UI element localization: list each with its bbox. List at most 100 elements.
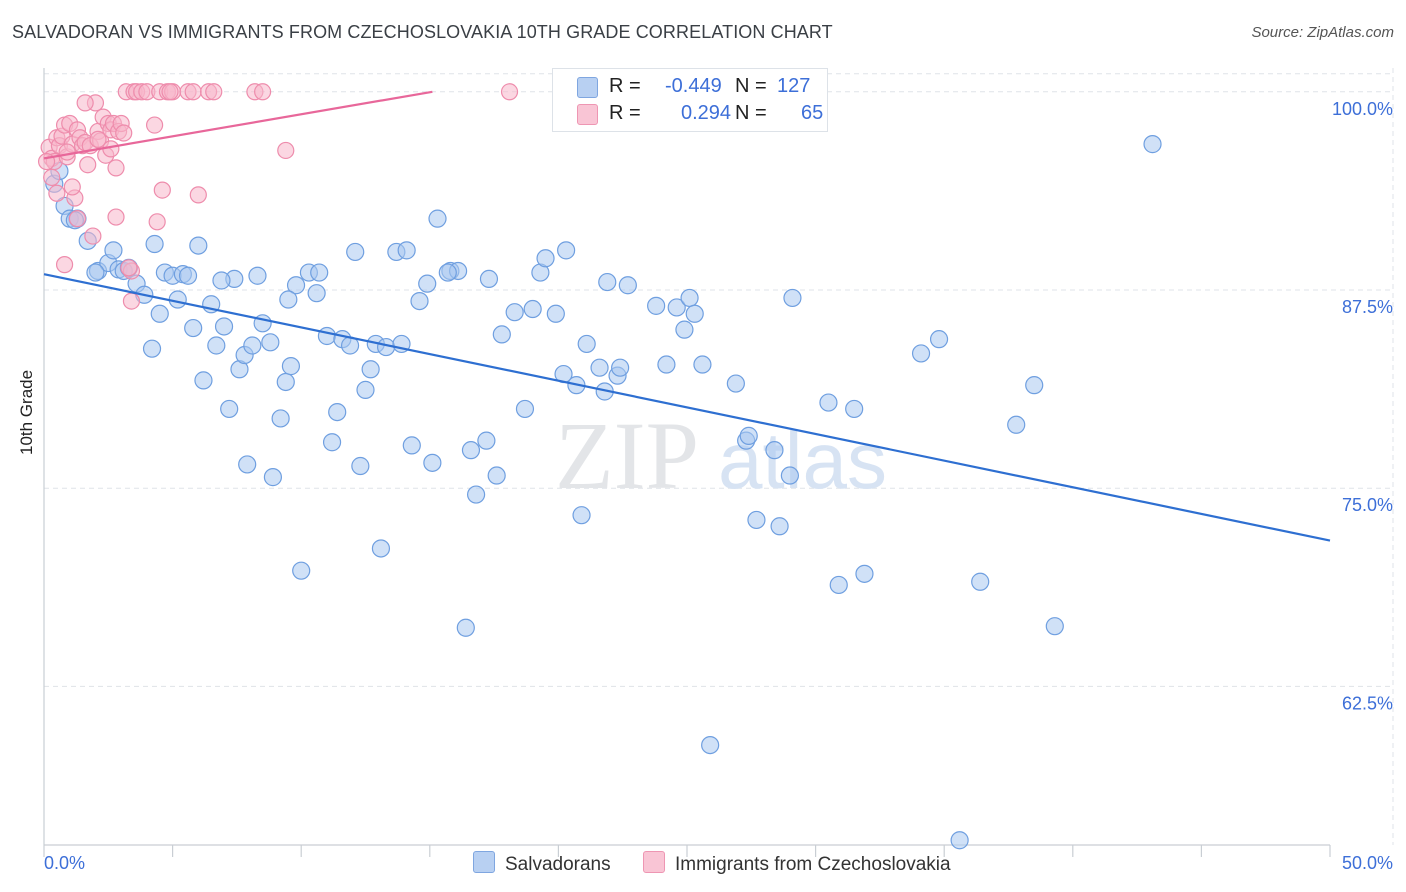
bottom-legend-czechoslovakia: Immigrants from Czechoslovakia [643, 851, 951, 876]
salvadoran-point [577, 334, 596, 354]
salvadoran-point [322, 433, 342, 452]
czechoslovakia-point [254, 83, 272, 101]
salvadoran-point [142, 339, 162, 358]
czechoslovakia-trend-line [43, 90, 433, 160]
czechoslovakia-point [79, 156, 97, 174]
salvadoran-point [819, 393, 838, 412]
czechoslovakia-point [153, 181, 171, 199]
legend-r-value: -0.449 [665, 75, 722, 97]
salvadoran-point [261, 333, 280, 352]
salvadoran-trend-line [43, 273, 1331, 542]
czechoslovakia-point [55, 256, 74, 274]
legend-n-label: N = [735, 102, 767, 124]
salvadoran-point [248, 266, 267, 285]
salvadoran-point [479, 269, 499, 288]
salvadoran-point [657, 355, 676, 374]
salvadoran-point [397, 241, 416, 260]
salvadoran-point [456, 618, 475, 637]
salvadoran-point [189, 236, 208, 255]
salvadoran-point [328, 403, 347, 422]
watermark: ZIP atlas [555, 402, 887, 509]
salvadoran-point [693, 355, 712, 374]
salvadoran-point [461, 441, 481, 460]
czechoslovakia-point [115, 124, 133, 142]
salvadoran-point [667, 298, 686, 317]
salvadoran-point [911, 344, 931, 363]
salvadoran-point [783, 288, 802, 308]
salvadoran-point [428, 209, 447, 228]
legend-r-label: R = [609, 102, 641, 124]
salvadoran-point [770, 517, 789, 536]
salvadoran-point [590, 358, 609, 377]
salvadoran-point [572, 506, 591, 525]
tick-labels: 62.5% 75.0% 87.5% 100.0% 0.0% 50.0% [44, 99, 1393, 873]
salvadoran-point [739, 426, 758, 445]
salvadoran-point [438, 263, 457, 282]
salvadoran-point [1045, 617, 1064, 636]
trend-layer [43, 90, 1331, 542]
salvadoran-point [150, 304, 169, 323]
legend-r-value: 0.294 [681, 102, 732, 124]
salvadoran-point [410, 292, 429, 311]
salvadoran-point [402, 436, 421, 455]
czechoslovakia-point [277, 141, 295, 160]
salvadoran-point [466, 485, 486, 504]
y-tick-label: 62.5% [1342, 693, 1393, 713]
legend-n-value: 127 [777, 75, 811, 97]
salvadoran-point [263, 468, 283, 487]
czechoslovakia-point [68, 210, 87, 228]
salvadoran-point [680, 288, 699, 308]
salvadoran-point [675, 320, 694, 339]
salvadoran-point [361, 360, 380, 379]
x-tick-label-min: 0.0% [44, 853, 85, 873]
salvadoran-point [685, 304, 704, 323]
salvadoran-point [747, 510, 766, 530]
salvadoran-point [184, 318, 203, 338]
salvadoran-point [557, 241, 576, 260]
salvadoran-point [1143, 135, 1162, 154]
salvadoran-point [214, 317, 234, 336]
legend-swatch-blue [577, 77, 598, 98]
czechoslovakia-point [500, 83, 519, 101]
salvadoran-point [307, 284, 326, 303]
salvadoran-point [971, 572, 990, 591]
salvadoran-point [950, 831, 969, 850]
salvadoran-point [220, 399, 239, 419]
salvadoran-point [618, 276, 637, 295]
czechoslovakia-point [84, 227, 102, 245]
czechoslovakia-point [120, 259, 138, 277]
czechoslovakia-point [107, 208, 125, 226]
bottom-legend-salvadorans: Salvadorans [473, 851, 611, 876]
czechoslovakia-point [122, 292, 141, 310]
salvadoran-point [536, 249, 555, 268]
salvadoran-point [780, 466, 799, 485]
y-tick-label: 100.0% [1332, 99, 1393, 119]
source-label: Source: ZipAtlas.com [1251, 24, 1394, 41]
watermark-zip: ZIP [555, 402, 699, 509]
salvadoran-point [1007, 415, 1026, 434]
salvadoran-point [281, 357, 301, 376]
salvadoran-point [423, 453, 442, 472]
salvadoran-point [351, 456, 370, 476]
czechoslovakia-point [63, 178, 81, 196]
salvadoran-point [356, 380, 375, 399]
salvadoran-point [212, 271, 231, 290]
salvadoran-point [477, 431, 496, 450]
legend-r-label: R = [609, 75, 641, 97]
bottom-legend-swatch-blue [473, 851, 495, 873]
czechoslovakia-point [205, 83, 223, 101]
legend-n-label: N = [735, 75, 767, 97]
czechoslovakia-point [43, 168, 61, 187]
salvadoran-point [505, 303, 524, 322]
y-tick-label: 87.5% [1342, 297, 1393, 317]
czechoslovakia-point [148, 213, 166, 231]
czechoslovakia-point [89, 130, 107, 148]
salvadoran-point [194, 371, 213, 390]
czechoslovakia-point [145, 116, 164, 134]
salvadoran-point [238, 455, 257, 474]
salvadoran-point [845, 399, 864, 419]
salvadoran-point [371, 539, 391, 558]
czechoslovakia-point [161, 83, 179, 101]
czechoslovakia-point [48, 184, 66, 202]
